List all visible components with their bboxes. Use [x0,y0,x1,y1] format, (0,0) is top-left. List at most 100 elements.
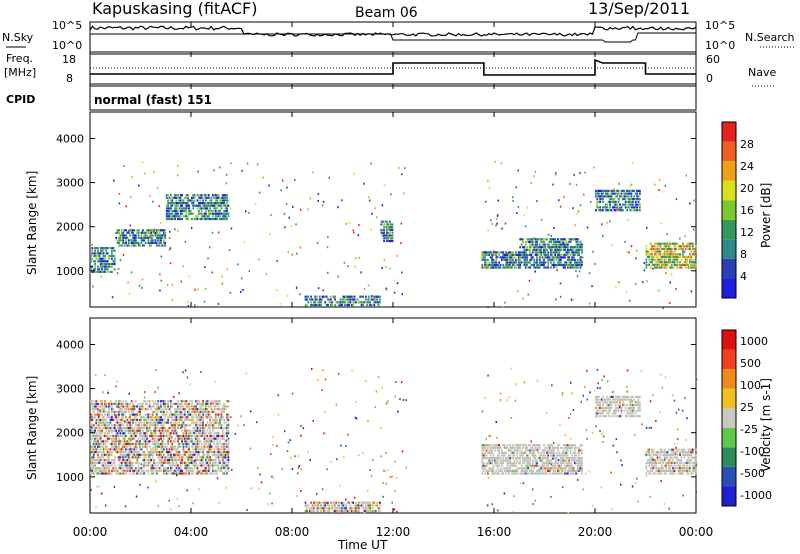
echo-cell [538,238,541,241]
echo-cell [555,467,558,470]
echo-cell [345,223,347,225]
echo-cell [102,445,105,448]
echo-cell [196,416,199,419]
echo-cell [144,432,147,435]
echo-cell [391,226,394,229]
echo-cell [139,429,141,432]
echo-cell [609,220,611,223]
echo-cell [146,432,148,435]
echo-cell [116,421,119,424]
echo-cell [202,416,204,419]
echo-cell [669,281,671,284]
velocity-echo-cells [90,367,698,515]
echo-cell [203,212,206,215]
echo-cell [158,429,161,432]
echo-cell [192,408,195,411]
echo-cell [207,257,209,260]
echo-cell [324,509,327,513]
echo-cell [189,429,192,432]
echo-cell [287,251,289,254]
echo-cell [634,198,637,201]
echo-cell [618,198,620,201]
echo-cell [91,451,94,454]
echo-cell [501,449,503,452]
echo-cell [91,448,94,451]
echo-cell [140,408,143,411]
echo-cell [304,504,307,507]
echo-cell [390,234,392,237]
echo-cell [217,448,220,451]
echo-cell [219,440,221,443]
echo-cell [170,194,172,197]
echo-cell [614,409,617,412]
echo-cell [487,446,489,449]
echo-cell [151,416,154,419]
echo-cell [496,215,499,217]
echo-cell [363,501,366,504]
echo-cell [318,298,321,301]
echo-cell [552,240,555,243]
echo-cell [105,424,108,427]
echo-cell [139,472,141,475]
echo-cell [136,424,139,427]
echo-cell [285,203,288,206]
echo-cell [91,247,94,250]
echo-cell [120,402,123,405]
echo-cell [522,240,524,243]
echo-cell [158,418,161,421]
freq-tick-high: 18 [62,53,76,66]
echo-cell [136,405,139,408]
echo-cell [543,454,545,457]
echo-cell [370,303,373,307]
echo-cell [102,247,105,250]
echo-cell [597,192,600,195]
echo-cell [512,258,514,261]
echo-cell [118,440,120,443]
echo-cell [320,504,322,507]
echo-cell [568,469,571,472]
echo-cell [517,251,520,254]
echo-cell [147,426,150,430]
echo-cell [179,464,182,467]
echo-cell [565,251,568,254]
echo-cell [174,464,176,467]
echo-cell [387,231,390,234]
echo-cell [178,408,181,411]
echo-cell [216,413,219,416]
echo-cell [562,449,565,452]
echo-cell [558,469,561,472]
echo-cell [216,400,219,403]
echo-cell [504,301,506,304]
echo-cell [595,412,597,415]
echo-cell [669,245,671,248]
echo-cell [487,251,489,254]
echo-cell [155,421,158,424]
echo-cell [520,464,523,467]
echo-cell [653,242,656,245]
echo-cell [531,451,534,454]
echo-cell [102,424,105,427]
echo-cell [666,255,669,258]
echo-cell [178,467,181,470]
echo-cell [662,247,665,251]
echo-cell [367,298,370,301]
echo-cell [551,263,554,267]
echo-cell [189,459,192,462]
echo-cell [191,467,193,470]
echo-cell [105,426,108,430]
echo-cell [631,198,634,201]
echo-cell [158,432,161,435]
echo-cell [199,212,202,215]
echo-cell [569,258,572,261]
echo-cell [157,442,160,446]
echo-cell [105,448,108,451]
echo-cell [536,263,538,267]
echo-cell [310,298,312,301]
echo-cell [210,408,213,411]
echo-cell [130,244,133,247]
echo-cell [396,254,399,257]
echo-cell [482,467,485,470]
echo-cell [90,424,92,427]
echo-cell [104,413,106,416]
echo-cell [115,437,118,440]
